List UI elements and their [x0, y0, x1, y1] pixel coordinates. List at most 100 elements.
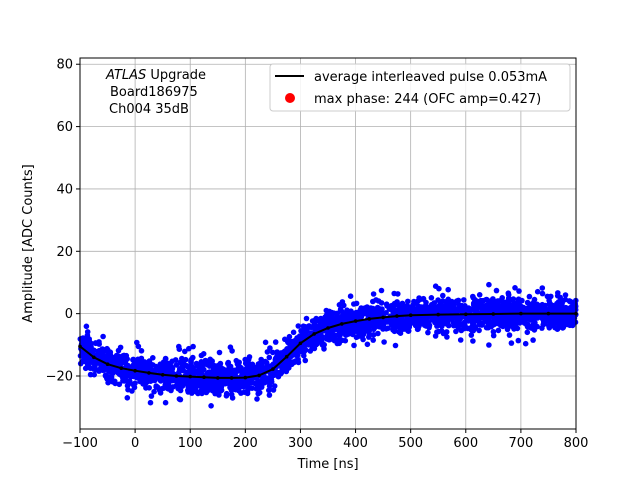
- scatter-point: [120, 353, 126, 360]
- scatter-point: [143, 385, 149, 391]
- scatter-point: [378, 300, 385, 306]
- scatter-point: [326, 337, 332, 343]
- scatter-point: [457, 337, 464, 343]
- scatter-point: [440, 292, 446, 299]
- scatter-point: [387, 306, 393, 313]
- x-tick-label: −100: [62, 436, 98, 451]
- scatter-point: [509, 296, 516, 303]
- scatter-point: [498, 316, 505, 323]
- scatter-point: [234, 361, 241, 367]
- scatter-point: [196, 382, 202, 389]
- average-point: [326, 326, 330, 330]
- average-point: [367, 317, 372, 321]
- plot-frame: [79, 57, 577, 430]
- scatter-point: [534, 306, 540, 312]
- scatter-point: [293, 336, 300, 343]
- average-point: [105, 362, 110, 367]
- scatter-point: [539, 285, 546, 291]
- scatter-point: [400, 320, 406, 326]
- scatter-point: [433, 305, 440, 312]
- scatter-point: [100, 333, 106, 340]
- legend-label-average: average interleaved pulse 0.053mA: [314, 70, 547, 85]
- scatter-point: [566, 298, 573, 304]
- average-point: [353, 319, 358, 323]
- scatter-point: [566, 319, 572, 325]
- scatter-point: [351, 342, 357, 349]
- scatter-point: [200, 351, 207, 357]
- scatter-point: [469, 322, 476, 329]
- x-tick-label: 600: [453, 436, 478, 451]
- scatter-point: [302, 324, 309, 330]
- scatter-point: [329, 328, 336, 335]
- scatter-point: [92, 367, 99, 373]
- scatter-point: [325, 332, 331, 339]
- scatter-point: [252, 380, 258, 387]
- scatter-point: [560, 313, 567, 319]
- scatter-point: [247, 366, 253, 372]
- scatter-point: [357, 307, 364, 314]
- x-tick-label: 0: [131, 436, 139, 451]
- scatter-point: [562, 292, 569, 298]
- scatter-point: [444, 334, 450, 340]
- scatter-point: [142, 364, 148, 370]
- scatter-point: [485, 301, 492, 307]
- scatter-point: [80, 340, 87, 347]
- average-point: [243, 375, 248, 380]
- scatter-point: [311, 317, 318, 324]
- scatter-point: [165, 360, 171, 367]
- average-point: [491, 312, 496, 316]
- scatter-point: [552, 324, 558, 331]
- scatter-point: [216, 349, 223, 356]
- scatter-point: [388, 317, 395, 324]
- scatter-point: [347, 293, 354, 300]
- scatter-point: [417, 296, 423, 303]
- scatter-point: [83, 358, 90, 365]
- scatter-point: [519, 318, 526, 324]
- scatter-point: [485, 324, 492, 331]
- scatter-point: [281, 365, 288, 371]
- annotation-atlas: ATLAS: [105, 68, 146, 83]
- scatter-point: [173, 362, 180, 368]
- average-point: [147, 371, 151, 375]
- scatter-point: [292, 358, 299, 364]
- scatter-point: [479, 304, 486, 311]
- scatter-point: [222, 370, 229, 376]
- scatter-point: [200, 361, 207, 368]
- scatter-point: [268, 376, 275, 383]
- scatter-point: [530, 337, 536, 343]
- scatter-point: [341, 312, 348, 318]
- scatter-point: [443, 305, 450, 312]
- y-tick-label: −20: [46, 370, 73, 385]
- scatter-point: [148, 393, 155, 399]
- scatter-point: [77, 360, 84, 367]
- average-point: [381, 315, 385, 320]
- scatter-point: [190, 379, 197, 386]
- atlas-annotation: ATLAS Upgrade Board186975 Ch004 35dB: [105, 68, 206, 117]
- scatter-point: [300, 343, 307, 349]
- scatter-point: [534, 323, 540, 330]
- scatter-point: [527, 302, 533, 309]
- scatter-point: [340, 317, 346, 324]
- scatter-point: [428, 309, 434, 315]
- scatter-point: [531, 296, 538, 303]
- scatter-point: [392, 342, 399, 349]
- scatter-point: [425, 329, 431, 336]
- scatter-point: [266, 387, 272, 394]
- scatter-point: [115, 347, 122, 354]
- scatter-point: [478, 320, 485, 326]
- scatter-point: [245, 357, 251, 364]
- scatter-point: [234, 384, 241, 390]
- average-point: [188, 374, 192, 379]
- scatter-point: [266, 354, 273, 361]
- scatter-point: [308, 324, 314, 331]
- annotation-board: Board186975: [110, 85, 198, 100]
- scatter-point: [271, 383, 278, 389]
- scatter-point: [424, 315, 430, 321]
- scatter-point: [257, 365, 264, 372]
- scatter-point: [114, 353, 121, 359]
- scatter-point: [339, 337, 345, 344]
- scatter-point: [473, 307, 480, 314]
- scatter-point: [472, 300, 479, 306]
